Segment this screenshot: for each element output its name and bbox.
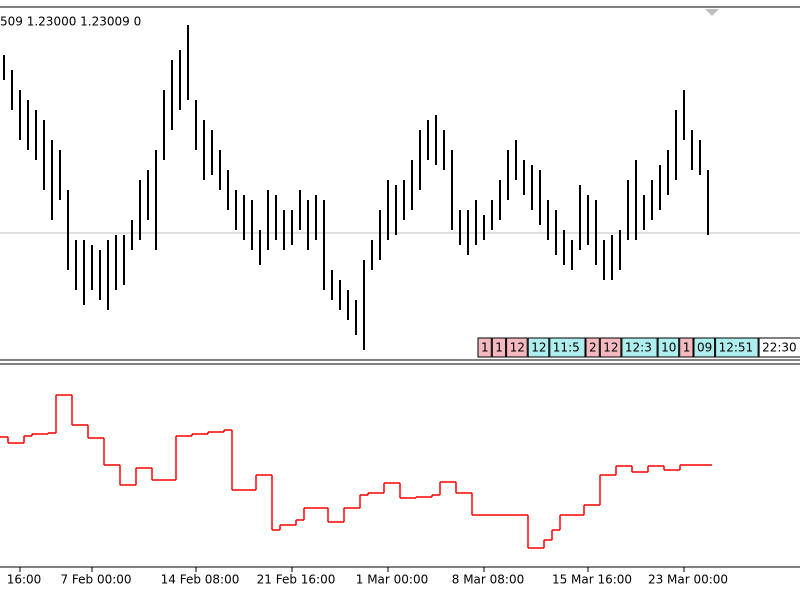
trade-label: 12 [531,341,546,355]
trade-label: 2 [589,341,597,355]
trade-label: 10 [661,341,676,355]
trade-label: 12 [603,341,618,355]
trade-label-box [506,337,528,358]
trade-label-box [715,337,759,358]
x-tick-label: 7 Feb 00:00 [60,573,131,587]
trade-label: 12 [510,341,525,355]
trade-label-box [491,337,507,358]
x-tick-label: 8 Mar 08:00 [452,573,525,587]
trade-label-box [599,337,622,358]
trade-label: 1 [481,341,489,355]
trade-label: 1 [495,341,503,355]
header-text: 509 1.23000 1.23009 0 [0,15,141,29]
trade-label-box [585,337,600,358]
trade-label-box [693,337,716,358]
x-tick-label: 15 Mar 16:00 [552,573,632,587]
x-tick-label: 16:00 [7,573,42,587]
trade-label-box [657,337,680,358]
trade-label-box [527,337,550,358]
x-tick-label: 23 Mar 00:00 [648,573,728,587]
trade-label: 11:5 [553,341,580,355]
trade-label: 12:3 [625,341,652,355]
trade-label: 1 [683,341,691,355]
trade-label-box [477,337,492,358]
trade-label-box [621,337,658,358]
trade-label: 09 [697,341,712,355]
trade-label: 12:51 [719,341,754,355]
x-tick-label: 21 Feb 16:00 [257,573,336,587]
trade-label-box [679,337,694,358]
trade-label-box [758,337,800,358]
indicator-connector [7,395,681,548]
x-tick-label: 14 Feb 08:00 [161,573,240,587]
trade-label: 22:30 [762,341,797,355]
x-tick-label: 1 Mar 00:00 [356,573,429,587]
shift-marker [705,9,719,16]
trade-label-box [549,337,586,358]
